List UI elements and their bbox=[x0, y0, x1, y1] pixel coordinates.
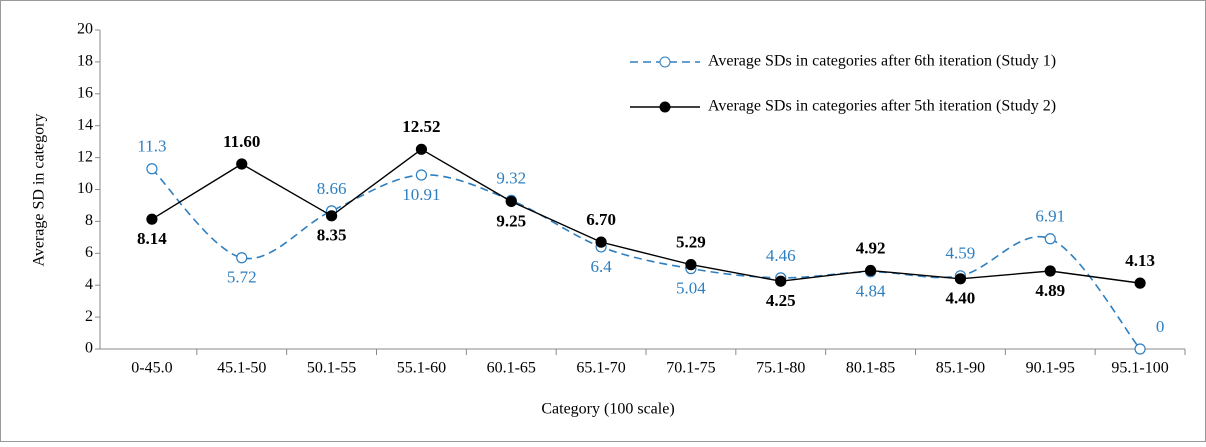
y-tick-label: 18 bbox=[77, 53, 93, 70]
data-label: 4.89 bbox=[1035, 281, 1065, 300]
legend-marker bbox=[659, 56, 671, 68]
point bbox=[1134, 277, 1146, 289]
y-tick-label: 12 bbox=[77, 148, 93, 165]
data-label: 4.59 bbox=[946, 244, 976, 263]
legend-label: Average SDs in categories after 6th iter… bbox=[708, 53, 1056, 70]
point bbox=[415, 143, 428, 155]
data-label: 8.35 bbox=[317, 226, 347, 245]
point bbox=[146, 213, 158, 225]
point bbox=[1044, 233, 1056, 245]
data-label: 6.91 bbox=[1035, 207, 1065, 226]
legend-marker bbox=[659, 101, 671, 113]
y-axis-title: Average SD in category bbox=[31, 114, 48, 267]
x-tick-label: 65.1-70 bbox=[576, 360, 625, 377]
series-line bbox=[151, 148, 1141, 284]
data-label: 10.91 bbox=[402, 185, 440, 204]
data-label: 0 bbox=[1156, 317, 1165, 336]
data-label: 8.14 bbox=[137, 229, 167, 248]
data-label: 4.84 bbox=[856, 282, 886, 301]
data-label: 11.3 bbox=[137, 137, 166, 156]
point bbox=[325, 210, 338, 222]
y-tick-label: 2 bbox=[85, 308, 93, 325]
point bbox=[775, 275, 787, 287]
data-label: 9.32 bbox=[496, 168, 526, 187]
y-tick-label: 0 bbox=[85, 340, 93, 357]
x-tick-label: 90.1-95 bbox=[1026, 360, 1075, 377]
x-tick-label: 95.1-100 bbox=[1111, 360, 1168, 377]
data-label: 4.46 bbox=[766, 246, 796, 265]
point bbox=[146, 163, 158, 175]
x-tick-label: 60.1-65 bbox=[487, 360, 536, 377]
point bbox=[954, 273, 967, 285]
data-label: 5.29 bbox=[676, 233, 706, 252]
x-tick-label: 50.1-55 bbox=[307, 360, 356, 377]
data-label: 6.70 bbox=[586, 210, 616, 229]
x-tick-label: 75.1-80 bbox=[756, 360, 805, 377]
point bbox=[236, 252, 248, 264]
data-label: 8.66 bbox=[317, 179, 347, 198]
data-label: 6.4 bbox=[590, 257, 612, 276]
x-axis-title: Category (100 scale) bbox=[541, 401, 674, 418]
y-tick-label: 16 bbox=[77, 84, 93, 101]
y-tick-label: 14 bbox=[77, 116, 93, 133]
x-tick-label: 70.1-75 bbox=[666, 360, 715, 377]
x-tick-label: 55.1-60 bbox=[397, 360, 446, 377]
legend-label: Average SDs in categories after 5th iter… bbox=[708, 98, 1056, 115]
point bbox=[685, 259, 697, 271]
y-tick-label: 4 bbox=[85, 276, 93, 293]
data-label: 11.60 bbox=[223, 132, 260, 151]
data-label: 12.52 bbox=[402, 117, 440, 136]
data-label: 4.40 bbox=[946, 289, 976, 308]
point bbox=[595, 236, 607, 248]
data-label: 5.72 bbox=[227, 268, 257, 287]
point bbox=[1044, 265, 1056, 277]
point bbox=[1134, 343, 1146, 355]
y-tick-label: 6 bbox=[85, 244, 93, 261]
point bbox=[236, 158, 248, 170]
point bbox=[505, 195, 517, 208]
data-label: 4.25 bbox=[766, 291, 796, 310]
point bbox=[864, 264, 877, 277]
data-label: 4.13 bbox=[1125, 251, 1155, 270]
point bbox=[415, 169, 428, 181]
x-tick-label: 80.1-85 bbox=[846, 360, 895, 377]
y-tick-label: 20 bbox=[77, 21, 93, 38]
data-label: 5.04 bbox=[676, 279, 706, 298]
x-tick-label: 0-45.0 bbox=[131, 360, 172, 377]
data-label: 4.92 bbox=[856, 238, 886, 257]
y-tick-label: 10 bbox=[77, 180, 93, 197]
x-tick-label: 85.1-90 bbox=[936, 360, 985, 377]
y-tick-label: 8 bbox=[85, 212, 93, 229]
data-label: 9.25 bbox=[496, 211, 526, 230]
x-tick-label: 45.1-50 bbox=[217, 360, 266, 377]
